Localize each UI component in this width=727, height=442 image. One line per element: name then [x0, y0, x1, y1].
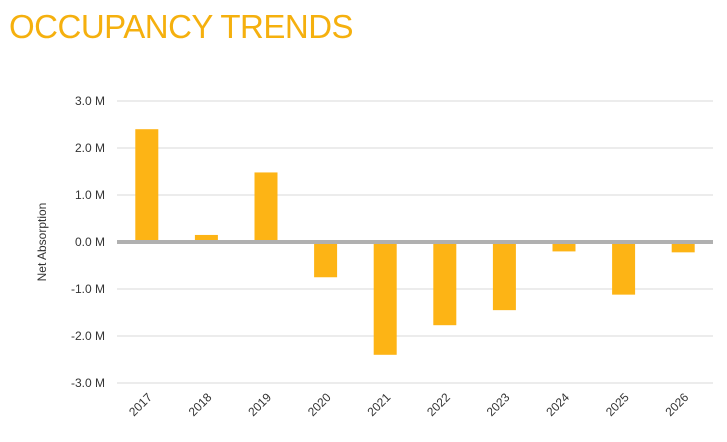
x-tick-label: 2017	[126, 390, 155, 419]
y-tick-label: 2.0 M	[75, 141, 105, 155]
y-tick-label: -3.0 M	[71, 376, 105, 390]
bar-2022	[433, 242, 457, 326]
bar-2023	[492, 242, 516, 311]
bar-2026	[671, 242, 695, 253]
x-tick-labels: 2017 2018 2019 2020 2021 2022 2023 2024 2025 2026	[126, 390, 691, 419]
bar-2020	[314, 242, 338, 278]
page-title: OCCUPANCY TRENDS	[9, 8, 354, 45]
x-tick-label: 2020	[305, 390, 334, 419]
y-tick-label: -1.0 M	[71, 282, 105, 296]
bar-2019	[254, 172, 278, 242]
y-tick-label: 0.0 M	[75, 235, 105, 249]
y-tick-label: 3.0 M	[75, 94, 105, 108]
x-tick-label: 2021	[365, 390, 394, 419]
x-tick-label: 2026	[663, 390, 692, 419]
x-tick-label: 2024	[543, 390, 572, 419]
y-tick-labels: 3.0 M 2.0 M 1.0 M 0.0 M -1.0 M -2.0 M -3.0 M	[71, 94, 105, 390]
x-tick-label: 2019	[245, 390, 274, 419]
y-tick-label: 1.0 M	[75, 188, 105, 202]
y-tick-label: -2.0 M	[71, 329, 105, 343]
bar-2021	[373, 242, 397, 355]
bar-2024	[552, 242, 576, 252]
bar-2018	[194, 234, 218, 242]
x-tick-label: 2025	[603, 390, 632, 419]
x-tick-label: 2023	[484, 390, 513, 419]
x-tick-label: 2018	[186, 390, 215, 419]
gridlines	[117, 100, 713, 384]
x-tick-label: 2022	[424, 390, 453, 419]
bars	[135, 129, 695, 355]
y-axis-label: Net Absorption	[35, 203, 49, 282]
bar-2025	[612, 242, 636, 295]
bar-2017	[135, 129, 159, 242]
